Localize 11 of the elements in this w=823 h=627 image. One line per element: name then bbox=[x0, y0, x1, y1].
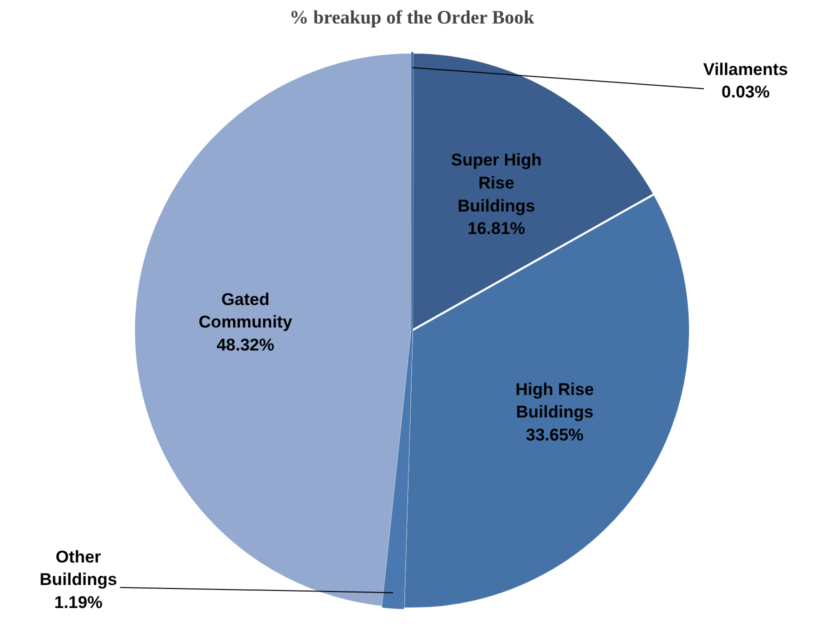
slice-label: Super High Rise Buildings bbox=[451, 150, 542, 216]
data-label: 1.19% bbox=[54, 592, 102, 612]
slice-label: Gated Community bbox=[198, 290, 293, 332]
data-label: 33.65% bbox=[526, 425, 584, 444]
data-label: 16.81% bbox=[468, 219, 526, 238]
data-label: 0.03% bbox=[722, 82, 770, 102]
slice-label: Other Buildings bbox=[40, 547, 118, 590]
chart-title: % breakup of the Order Book bbox=[289, 8, 535, 28]
slice-label: High Rise Buildings bbox=[516, 380, 594, 422]
slice-label: Villaments bbox=[703, 60, 788, 79]
data-label: 48.32% bbox=[216, 335, 274, 354]
